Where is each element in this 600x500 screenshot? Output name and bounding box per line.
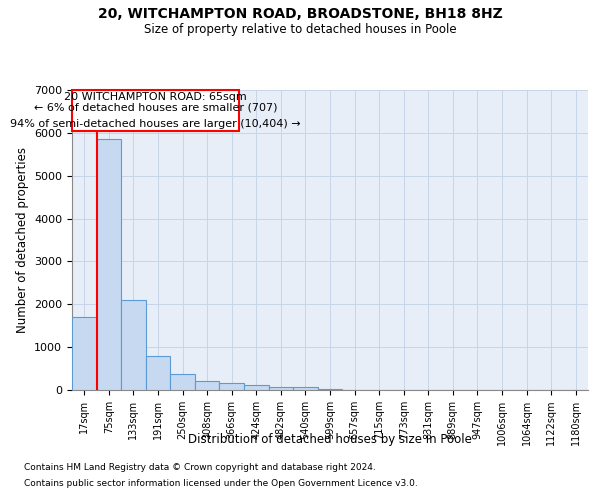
Text: Distribution of detached houses by size in Poole: Distribution of detached houses by size … — [188, 432, 472, 446]
Bar — [220, 383, 244, 390]
Text: ← 6% of detached houses are smaller (707): ← 6% of detached houses are smaller (707… — [34, 102, 278, 112]
Bar — [97, 140, 121, 390]
Bar — [195, 381, 220, 390]
Text: Contains HM Land Registry data © Crown copyright and database right 2024.: Contains HM Land Registry data © Crown c… — [24, 464, 376, 472]
Text: 20 WITCHAMPTON ROAD: 65sqm: 20 WITCHAMPTON ROAD: 65sqm — [64, 92, 247, 102]
FancyBboxPatch shape — [73, 90, 239, 130]
Text: 20, WITCHAMPTON ROAD, BROADSTONE, BH18 8HZ: 20, WITCHAMPTON ROAD, BROADSTONE, BH18 8… — [98, 8, 502, 22]
Y-axis label: Number of detached properties: Number of detached properties — [16, 147, 29, 333]
Bar — [146, 356, 170, 390]
Bar — [72, 317, 97, 390]
Text: 94% of semi-detached houses are larger (10,404) →: 94% of semi-detached houses are larger (… — [10, 120, 301, 130]
Text: Size of property relative to detached houses in Poole: Size of property relative to detached ho… — [143, 22, 457, 36]
Bar — [318, 388, 342, 390]
Bar — [244, 386, 269, 390]
Bar — [269, 386, 293, 390]
Bar — [121, 300, 146, 390]
Bar — [293, 388, 318, 390]
Text: Contains public sector information licensed under the Open Government Licence v3: Contains public sector information licen… — [24, 478, 418, 488]
Bar — [170, 374, 195, 390]
